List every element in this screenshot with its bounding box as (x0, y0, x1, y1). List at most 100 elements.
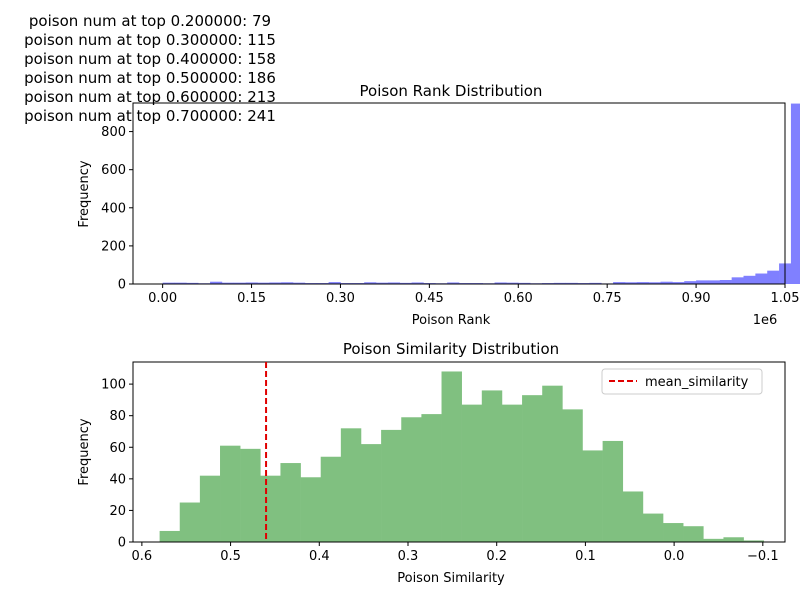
rank-bar (281, 282, 294, 284)
similarity-bar (179, 502, 201, 542)
annotation-line: poison num at top 0.300000: 115 (24, 31, 276, 49)
similarity-bar (542, 385, 563, 542)
rank-y-tick-label: 200 (101, 239, 126, 254)
similarity-bar (562, 409, 583, 542)
similarity-bar (642, 513, 664, 542)
rank-y-tick-label: 600 (101, 163, 126, 178)
similarity-y-tick-label: 40 (109, 472, 126, 487)
rank-bar (790, 103, 800, 284)
rank-bar (648, 282, 661, 284)
similarity-y-tick-label: 100 (101, 378, 126, 393)
rank-bar (293, 282, 306, 284)
similarity-x-tick-label: 0.5 (220, 549, 241, 564)
rank-bar (245, 282, 258, 284)
rank-x-tick-label: 0.00 (148, 291, 177, 306)
similarity-bar (220, 445, 241, 542)
rank-y-tick-label: 800 (101, 125, 126, 140)
rank-bar (553, 282, 566, 284)
rank-bar (364, 282, 377, 284)
rank-bars (162, 103, 800, 284)
rank-bar (447, 282, 460, 284)
rank-x-tick-label: 0.90 (682, 291, 711, 306)
rank-bar (411, 282, 424, 284)
rank-x-tick-label: 0.45 (415, 291, 444, 306)
annotation-line: poison num at top 0.600000: 213 (24, 88, 276, 106)
similarity-bar (522, 395, 543, 542)
annotation-block: poison num at top 0.200000: 79 poison nu… (0, 12, 300, 126)
rank-bar (494, 282, 507, 284)
rank-bar (399, 282, 412, 284)
similarity-bar (260, 475, 281, 542)
similarity-bar (703, 538, 724, 542)
similarity-x-tick-label: 0.2 (486, 549, 507, 564)
similarity-y-tick-label: 60 (109, 441, 126, 456)
similarity-bar (743, 540, 765, 542)
rank-bar (731, 277, 744, 284)
legend-box (601, 368, 763, 395)
rank-x-tick-label: 0.15 (237, 291, 266, 306)
rank-bar (162, 282, 175, 284)
rank-histogram: Poison Rank Distribution Poison Rank Fre… (77, 82, 800, 328)
similarity-x-tick-label: −0.1 (747, 549, 779, 564)
similarity-bar (199, 475, 221, 542)
similarity-x-axis-label: Poison Similarity (397, 571, 505, 586)
similarity-bar (340, 428, 362, 542)
rank-x-tick-label: 0.30 (326, 291, 355, 306)
rank-bar (518, 282, 531, 284)
rank-x-tick-label: 0.75 (593, 291, 622, 306)
rank-bar (376, 282, 389, 284)
rank-bar (565, 282, 578, 284)
rank-bar (589, 282, 602, 284)
similarity-bar (663, 523, 684, 542)
similarity-histogram: Poison Similarity Distribution Poison Si… (77, 340, 786, 586)
rank-bar (684, 281, 697, 284)
rank-bar (719, 279, 732, 284)
rank-bar (233, 282, 246, 284)
similarity-x-tick-label: 0.4 (309, 549, 330, 564)
similarity-bar (401, 417, 422, 542)
similarity-x-tick-label: 0.1 (575, 549, 596, 564)
similarity-chart-title: Poison Similarity Distribution (343, 340, 559, 358)
similarity-plot-frame (132, 361, 786, 543)
similarity-bars (159, 371, 765, 542)
rank-bar (221, 282, 235, 284)
rank-bar (328, 282, 341, 284)
similarity-bar (280, 463, 301, 542)
rank-x-tick-label: 0.60 (504, 291, 533, 306)
rank-y-tick-label: 0 (118, 278, 126, 293)
rank-bar (672, 282, 685, 284)
rank-bar (506, 282, 519, 284)
similarity-bar (300, 477, 322, 542)
rank-bar (767, 270, 780, 284)
rank-x-axis-label: Poison Rank (412, 313, 491, 328)
rank-bar (755, 273, 768, 284)
annotation-line: poison num at top 0.500000: 186 (24, 69, 276, 87)
legend: mean_similarity (601, 368, 763, 395)
similarity-bar (381, 429, 402, 542)
rank-x-tick-label: 1.05 (771, 291, 800, 306)
rank-bar (174, 282, 187, 284)
similarity-bar (683, 526, 704, 542)
similarity-bar (602, 440, 624, 542)
similarity-bar (501, 404, 523, 542)
rank-bar (707, 280, 721, 284)
similarity-y-tick-label: 0 (118, 536, 126, 551)
rank-bar (613, 282, 626, 284)
similarity-y-tick-label: 80 (109, 409, 126, 424)
similarity-x-tick-label: 0.6 (132, 549, 153, 564)
rank-bar (210, 281, 223, 284)
rank-bar (387, 282, 401, 284)
rank-bar (257, 282, 270, 284)
similarity-y-axis-label: Frequency (77, 418, 92, 485)
rank-bar (186, 282, 199, 284)
rank-bar (660, 281, 673, 284)
similarity-y-tick-label: 20 (109, 504, 126, 519)
similarity-bar (441, 371, 462, 542)
legend-label: mean_similarity (645, 375, 749, 390)
rank-x-offset-label: 1e6 (753, 313, 778, 328)
rank-bar (624, 282, 638, 284)
rank-plot-frame (132, 102, 786, 285)
similarity-bar (320, 456, 342, 542)
rank-bar (696, 280, 709, 284)
